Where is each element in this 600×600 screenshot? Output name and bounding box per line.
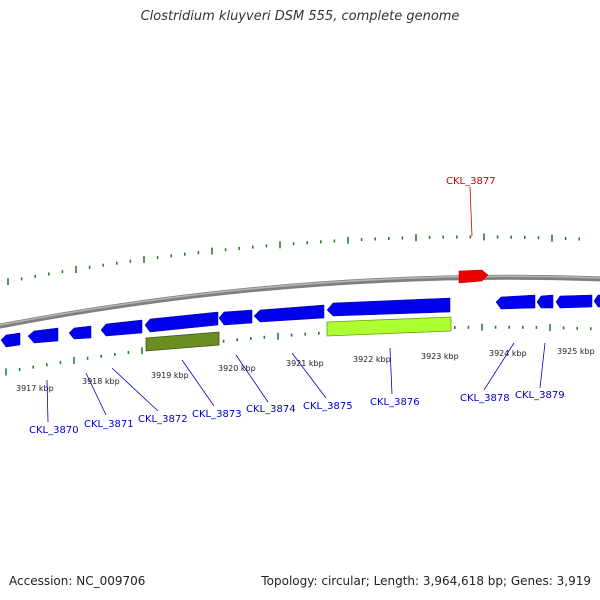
gene-arrow-ckl-3872[interactable]	[68, 325, 92, 340]
gene-arrow-ckl-3878b[interactable]	[536, 294, 554, 309]
genome-backbone	[0, 274, 600, 329]
gene-arrow-ckl-3876b[interactable]	[326, 297, 451, 317]
kbp-label-3921: 3921 kbp	[286, 359, 324, 368]
feature-bar-dark-green[interactable]	[145, 331, 220, 352]
leader-line-ckl-3873	[181, 359, 215, 407]
gene-arrow-ckl-3871[interactable]	[27, 327, 59, 344]
gene-label-ckl-3877[interactable]: CKL_3877	[446, 176, 496, 187]
leader-line-ckl-3876	[389, 347, 393, 395]
gene-label-ckl-3872[interactable]: CKL_3872	[138, 414, 188, 425]
kbp-label-3923: 3923 kbp	[421, 352, 459, 361]
gene-label-ckl-3873[interactable]: CKL_3873	[192, 409, 242, 420]
leader-line-ckl-3874	[235, 354, 269, 403]
leader-line-ckl-3879	[539, 342, 546, 389]
kbp-label-3917: 3917 kbp	[16, 384, 54, 393]
leader-line-ckl-3878	[483, 342, 515, 391]
gene-label-ckl-3879[interactable]: CKL_3879	[515, 390, 565, 401]
gene-arrow-ckl-3879[interactable]	[555, 294, 593, 309]
gene-arrow-ckl-3878[interactable]	[495, 294, 536, 310]
gene-arrow-ckl-3874[interactable]	[144, 311, 219, 333]
accession-text: Accession: NC_009706	[9, 574, 146, 588]
gene-arrow-ckl-3876[interactable]	[253, 304, 325, 323]
leader-line-ckl-3871	[85, 372, 107, 416]
feature-bar-light-green[interactable]	[326, 316, 452, 337]
leader-line-ckl-3875	[291, 352, 327, 399]
gene-label-ckl-3874[interactable]: CKL_3874	[246, 404, 296, 415]
kbp-label-3925: 3925 kbp	[557, 347, 595, 356]
kbp-label-3919: 3919 kbp	[151, 371, 189, 380]
leader-line-ckl-3872	[111, 367, 159, 412]
gene-arrow-ckl-3875[interactable]	[218, 309, 253, 326]
genome-backbone-highlight	[0, 275, 600, 326]
leader-line-ckl-3870	[46, 379, 49, 423]
topology-text: Topology: circular; Length: 3,964,618 bp…	[261, 574, 591, 588]
gene-arrow-edge[interactable]	[593, 294, 600, 308]
outer-tick-row	[7, 233, 581, 285]
gene-label-ckl-3878[interactable]: CKL_3878	[460, 393, 510, 404]
leader-line-ckl-3877	[469, 186, 473, 237]
kbp-label-3918: 3918 kbp	[82, 377, 120, 386]
gene-label-ckl-3871[interactable]: CKL_3871	[84, 419, 134, 430]
gene-arrow-ckl-3873[interactable]	[100, 319, 143, 337]
gene-label-ckl-3870[interactable]: CKL_3870	[29, 425, 79, 436]
kbp-label-3920: 3920 kbp	[218, 364, 256, 373]
kbp-label-3922: 3922 kbp	[353, 355, 391, 364]
kbp-label-3924: 3924 kbp	[489, 349, 527, 358]
genome-title: Clostridium kluyveri DSM 555, complete g…	[140, 9, 460, 24]
gene-arrow-ckl-3870[interactable]	[0, 332, 21, 348]
gene-label-ckl-3876[interactable]: CKL_3876	[370, 397, 420, 408]
gene-label-ckl-3875[interactable]: CKL_3875	[303, 401, 353, 412]
gene-arrow-ckl-3877[interactable]	[458, 269, 489, 284]
